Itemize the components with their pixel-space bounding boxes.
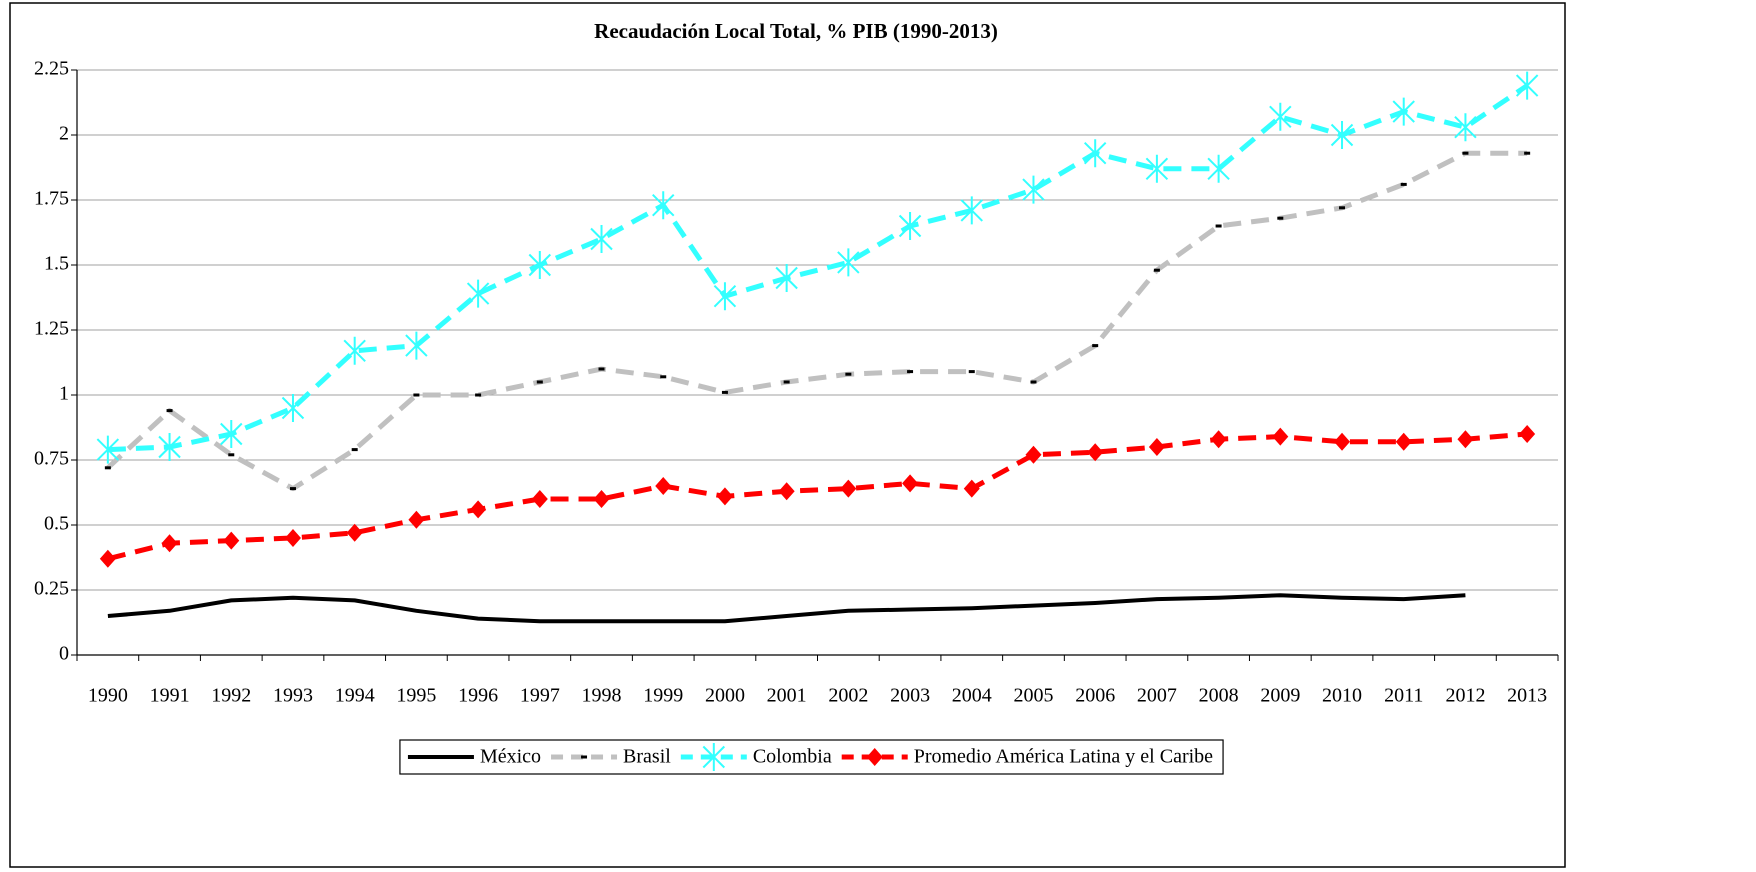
y-tick-label: 0.75 bbox=[34, 448, 69, 470]
data-point bbox=[470, 500, 487, 519]
y-tick-label: 2.25 bbox=[34, 58, 69, 80]
x-tick-label: 2010 bbox=[1322, 685, 1362, 707]
y-tick-label: 1.5 bbox=[44, 253, 69, 275]
x-tick-label: 1994 bbox=[335, 685, 375, 707]
data-point bbox=[220, 420, 243, 448]
data-point bbox=[837, 248, 860, 277]
data-point bbox=[284, 529, 301, 547]
data-point bbox=[775, 264, 798, 292]
data-point bbox=[716, 487, 733, 506]
data-point bbox=[1148, 438, 1165, 456]
data-point bbox=[1334, 432, 1351, 451]
legend-marker bbox=[866, 748, 883, 766]
data-point bbox=[405, 331, 428, 360]
x-tick-label: 2009 bbox=[1260, 685, 1300, 707]
x-tick-label: 1993 bbox=[273, 685, 313, 707]
data-point bbox=[1207, 154, 1230, 183]
data-point bbox=[1269, 102, 1292, 131]
series-line bbox=[107, 593, 1466, 624]
x-tick-label: 2013 bbox=[1507, 685, 1547, 707]
chart-frame bbox=[9, 2, 1566, 868]
data-point bbox=[408, 510, 425, 529]
y-tick-label: 0 bbox=[59, 643, 69, 665]
data-point bbox=[1395, 432, 1412, 451]
data-point bbox=[960, 196, 983, 225]
data-point bbox=[1025, 445, 1042, 464]
data-point bbox=[161, 534, 178, 553]
data-point bbox=[840, 479, 857, 498]
series-line bbox=[107, 431, 1528, 562]
data-point bbox=[593, 490, 610, 508]
data-point bbox=[655, 477, 672, 495]
x-tick-label: 2007 bbox=[1137, 685, 1177, 707]
legend-label: Colombia bbox=[753, 746, 832, 768]
y-tick-label: 0.5 bbox=[44, 513, 69, 535]
data-point bbox=[281, 394, 305, 422]
data-point bbox=[531, 490, 548, 508]
data-point bbox=[902, 474, 919, 493]
data-point bbox=[96, 435, 120, 464]
data-point bbox=[1083, 139, 1107, 168]
x-tick-label: 1995 bbox=[396, 685, 436, 707]
y-tick-label: 1.25 bbox=[34, 318, 69, 340]
x-tick-label: 2001 bbox=[767, 685, 807, 707]
data-point bbox=[1272, 427, 1289, 446]
data-point bbox=[713, 282, 737, 311]
data-point bbox=[528, 251, 552, 279]
chart-title: Recaudación Local Total, % PIB (1990-201… bbox=[594, 19, 998, 43]
data-point bbox=[466, 279, 490, 308]
legend-label: Brasil bbox=[623, 746, 671, 768]
y-tick-label: 2 bbox=[59, 123, 69, 145]
x-tick-label: 2012 bbox=[1445, 685, 1485, 707]
data-point bbox=[1457, 430, 1474, 449]
data-point bbox=[963, 479, 980, 498]
data-point bbox=[778, 482, 795, 501]
x-tick-label: 1991 bbox=[150, 685, 190, 707]
data-point bbox=[1519, 425, 1536, 443]
x-tick-label: 1992 bbox=[211, 685, 251, 707]
data-point bbox=[223, 531, 240, 550]
data-point bbox=[1454, 113, 1477, 142]
legend-box bbox=[399, 739, 1224, 775]
x-tick-label: 2004 bbox=[952, 685, 992, 707]
legend-marker bbox=[702, 743, 726, 771]
data-point bbox=[1392, 97, 1415, 126]
series-line bbox=[106, 150, 1528, 492]
data-point bbox=[1087, 443, 1104, 462]
y-tick-label: 0.25 bbox=[34, 578, 69, 600]
x-tick-label: 1999 bbox=[643, 685, 683, 707]
data-point bbox=[1515, 71, 1539, 100]
data-point bbox=[1145, 154, 1169, 183]
data-point bbox=[1210, 430, 1227, 449]
legend: México Brasil Colombia Promedio América Lat… bbox=[399, 739, 1224, 775]
x-tick-label: 1996 bbox=[458, 685, 498, 707]
data-point bbox=[158, 433, 181, 461]
legend-label: México bbox=[480, 746, 541, 768]
x-tick-label: 2006 bbox=[1075, 685, 1115, 707]
data-point bbox=[99, 549, 116, 568]
x-tick-label: 2005 bbox=[1013, 685, 1053, 707]
y-tick-label: 1.75 bbox=[34, 188, 69, 210]
data-point bbox=[590, 225, 613, 253]
data-point bbox=[898, 212, 922, 240]
data-point bbox=[1022, 175, 1045, 204]
x-tick-label: 2002 bbox=[828, 685, 868, 707]
x-tick-label: 2011 bbox=[1384, 685, 1423, 707]
x-tick-label: 2000 bbox=[705, 685, 745, 707]
data-point bbox=[652, 191, 675, 220]
data-point bbox=[343, 336, 366, 365]
x-tick-label: 2008 bbox=[1199, 685, 1239, 707]
x-tick-label: 1997 bbox=[520, 685, 560, 707]
data-point bbox=[346, 523, 363, 542]
x-tick-label: 1990 bbox=[88, 685, 128, 707]
data-point bbox=[1330, 121, 1354, 149]
x-tick-label: 1998 bbox=[582, 685, 622, 707]
x-tick-label: 2003 bbox=[890, 685, 930, 707]
y-tick-label: 1 bbox=[59, 383, 69, 405]
legend-label: Promedio América Latina y el Caribe bbox=[914, 746, 1213, 768]
